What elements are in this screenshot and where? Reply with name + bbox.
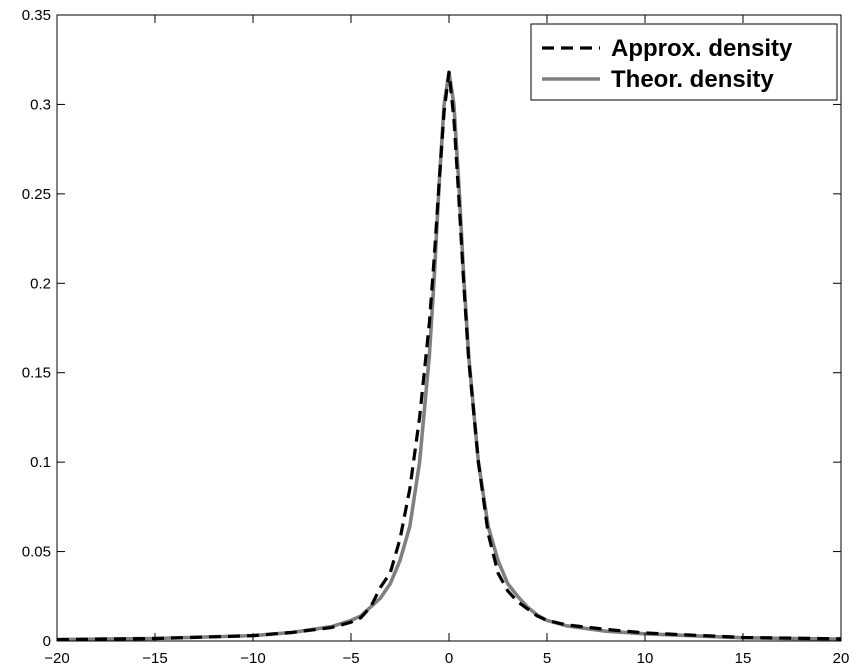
- approx-density-line: [56, 70, 842, 642]
- x-tick-label: 15: [735, 650, 752, 667]
- x-tick-label: −5: [342, 650, 359, 667]
- y-tick-label: 0.2: [30, 275, 51, 292]
- y-tick-label: 0.05: [22, 544, 51, 561]
- series-layer: [56, 70, 842, 642]
- axes-layer: −20 −15 −10 −5 0 5 10 15 20 0 0.05 0.1 0.15 0.2 0.25 0.…: [22, 7, 850, 667]
- y-tick-label: 0: [43, 633, 51, 650]
- x-tick-label: 5: [543, 650, 551, 667]
- x-tick-label: −15: [142, 650, 167, 667]
- x-tick-label: 0: [445, 650, 453, 667]
- x-tick-label: 10: [637, 650, 654, 667]
- x-tick-label: −10: [240, 650, 265, 667]
- x-tick-label: 20: [833, 650, 850, 667]
- legend-label-theor: Theor. density: [611, 66, 774, 93]
- y-tick-label: 0.3: [30, 96, 51, 113]
- y-tick-label: 0.15: [22, 365, 51, 382]
- y-tick-label: 0.1: [30, 454, 51, 471]
- y-tick-label: 0.35: [22, 7, 51, 24]
- legend-box: [530, 23, 838, 101]
- legend-label-approx: Approx. density: [611, 35, 793, 62]
- y-tick-label: 0.25: [22, 186, 51, 203]
- legend: Approx. density Theor. density: [530, 23, 838, 101]
- x-tick-label: −20: [44, 650, 69, 667]
